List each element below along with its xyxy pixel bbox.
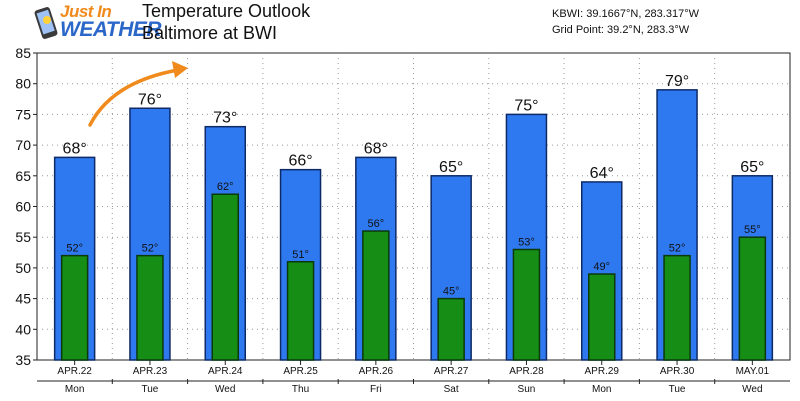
low-temp-bar bbox=[738, 236, 767, 361]
low-temp-bar bbox=[60, 254, 89, 361]
high-temp-label: 79° bbox=[665, 73, 689, 90]
low-temp-label: 52° bbox=[142, 243, 159, 255]
chart-subtitle: Baltimore at BWI bbox=[142, 23, 278, 43]
y-tick-label: 65 bbox=[15, 168, 31, 184]
low-temp-bar bbox=[588, 273, 616, 361]
low-temp-label: 52° bbox=[66, 243, 83, 255]
x-date-label: MAY.01 bbox=[736, 366, 770, 377]
high-temp-label: 75° bbox=[514, 97, 538, 114]
low-temp-label: 45° bbox=[443, 286, 460, 298]
grid-point: Grid Point: 39.2°N, 283.3°W bbox=[552, 24, 690, 36]
y-tick-label: 55 bbox=[15, 229, 31, 245]
y-tick-label: 40 bbox=[15, 321, 31, 337]
high-temp-label: 76° bbox=[138, 91, 162, 108]
low-temp-label: 52° bbox=[669, 243, 686, 255]
low-temp-bar bbox=[211, 193, 239, 361]
x-date-label: APR.26 bbox=[359, 366, 394, 377]
logo-text-just-in: Just In bbox=[60, 2, 112, 21]
y-tick-label: 70 bbox=[15, 137, 31, 153]
trend-arrow-shaft bbox=[88, 68, 180, 127]
x-date-label: APR.22 bbox=[57, 366, 92, 377]
x-weekday-label: Wed bbox=[215, 384, 235, 395]
low-temp-bar bbox=[286, 261, 315, 361]
low-temp-label: 51° bbox=[292, 249, 309, 261]
x-weekday-label: Sat bbox=[444, 384, 459, 395]
chart-title: Temperature Outlook bbox=[142, 1, 311, 21]
y-tick-label: 45 bbox=[15, 291, 31, 307]
logo-text-weather: WEATHER bbox=[60, 18, 162, 41]
x-weekday-label: Mon bbox=[65, 384, 84, 395]
x-axis: APR.22 Mon APR.23 Tue APR.24 Wed APR.25 Thu APR.… bbox=[37, 360, 790, 395]
high-temp-label: 65° bbox=[740, 159, 764, 176]
x-date-label: APR.28 bbox=[509, 366, 544, 377]
x-date-label: APR.25 bbox=[283, 366, 318, 377]
trend-annotation bbox=[88, 61, 188, 127]
chart-bars: 68° 52° 76° 52° 73° 62° 66° 51° 68° 56° 65° 45° 75° 5… bbox=[53, 73, 774, 361]
x-date-label: APR.24 bbox=[208, 366, 243, 377]
low-temp-label: 62° bbox=[217, 181, 234, 193]
y-axis: 35 40 45 50 55 60 65 70 75 80 85 bbox=[15, 45, 37, 368]
high-temp-label: 64° bbox=[590, 165, 614, 182]
high-temp-label: 65° bbox=[439, 159, 463, 176]
header: Just In WEATHER Temperature Outlook Balt… bbox=[0, 0, 800, 46]
x-date-label: APR.30 bbox=[660, 366, 695, 377]
x-weekday-label: Sun bbox=[518, 384, 536, 395]
low-temp-bar bbox=[437, 297, 465, 361]
x-weekday-label: Tue bbox=[142, 384, 159, 395]
low-temp-label: 55° bbox=[744, 224, 761, 236]
low-temp-label: 49° bbox=[593, 261, 610, 273]
high-temp-label: 68° bbox=[63, 140, 87, 157]
y-tick-label: 80 bbox=[15, 76, 31, 92]
low-temp-label: 56° bbox=[368, 218, 385, 230]
x-weekday-label: Fri bbox=[370, 384, 382, 395]
x-date-label: APR.27 bbox=[434, 366, 469, 377]
y-tick-label: 85 bbox=[15, 45, 31, 61]
low-temp-bar bbox=[362, 230, 390, 361]
trend-arrow-head bbox=[172, 61, 188, 78]
station-info: KBWI: 39.1667°N, 283.317°W Grid Point: 3… bbox=[552, 6, 699, 38]
low-temp-bar bbox=[663, 254, 691, 361]
low-temp-bar bbox=[512, 248, 541, 361]
high-temp-label: 68° bbox=[364, 140, 388, 157]
just-in-weather-logo: Just In WEATHER bbox=[4, 2, 162, 44]
x-weekday-label: Thu bbox=[292, 384, 309, 395]
phone-logo-icon bbox=[34, 7, 58, 39]
x-date-label: APR.23 bbox=[133, 366, 168, 377]
high-temp-label: 66° bbox=[288, 153, 312, 170]
y-tick-label: 60 bbox=[15, 199, 31, 215]
x-weekday-label: Tue bbox=[669, 384, 686, 395]
chart-titles: Temperature Outlook Baltimore at BWI bbox=[142, 0, 310, 44]
low-temp-label: 53° bbox=[518, 236, 535, 248]
x-date-label: APR.29 bbox=[585, 366, 620, 377]
y-tick-label: 35 bbox=[15, 352, 31, 368]
x-weekday-label: Wed bbox=[742, 384, 762, 395]
x-weekday-label: Mon bbox=[592, 384, 611, 395]
low-temp-bar bbox=[136, 254, 164, 361]
high-temp-label: 73° bbox=[213, 110, 237, 127]
station-coordinates: KBWI: 39.1667°N, 283.317°W bbox=[552, 8, 699, 20]
y-tick-label: 50 bbox=[15, 260, 31, 276]
y-tick-label: 75 bbox=[15, 106, 31, 122]
